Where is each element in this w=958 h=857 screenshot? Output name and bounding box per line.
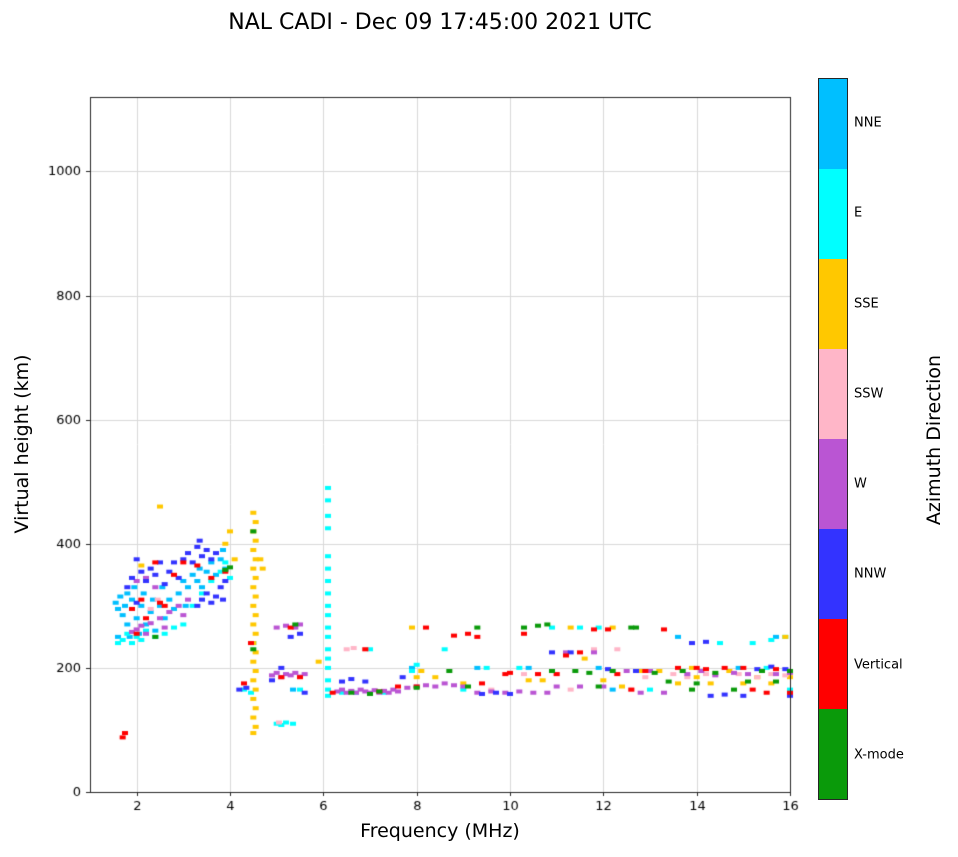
colorbar-label-w: W: [854, 476, 867, 492]
colorbar-segment-vertical: [819, 619, 847, 709]
colorbar-segment-sse: [819, 259, 847, 349]
colorbar-label-vertical: Vertical: [854, 657, 903, 673]
colorbar-segment-x-mode: [819, 709, 847, 799]
colorbar-segment-ssw: [819, 349, 847, 439]
chart-title: NAL CADI - Dec 09 17:45:00 2021 UTC: [228, 10, 652, 35]
y-axis-label: Virtual height (km): [11, 354, 33, 534]
colorbar-label-e: E: [854, 205, 863, 221]
colorbar-label-nne: NNE: [854, 115, 882, 131]
colorbar-label-x-mode: X-mode: [854, 747, 904, 763]
colorbar-bar: [818, 78, 848, 800]
colorbar-segment-nne: [819, 79, 847, 169]
colorbar-segment-nnw: [819, 529, 847, 619]
colorbar: NNE E SSE SSW W NNW Vertical X-mode: [818, 78, 958, 800]
colorbar-segment-e: [819, 169, 847, 259]
colorbar-label-ssw: SSW: [854, 386, 884, 402]
colorbar-title: Azimuth Direction: [923, 354, 945, 526]
colorbar-label-nnw: NNW: [854, 566, 887, 582]
colorbar-segment-w: [819, 439, 847, 529]
x-axis-label: Frequency (MHz): [360, 820, 520, 842]
colorbar-label-sse: SSE: [854, 296, 879, 312]
